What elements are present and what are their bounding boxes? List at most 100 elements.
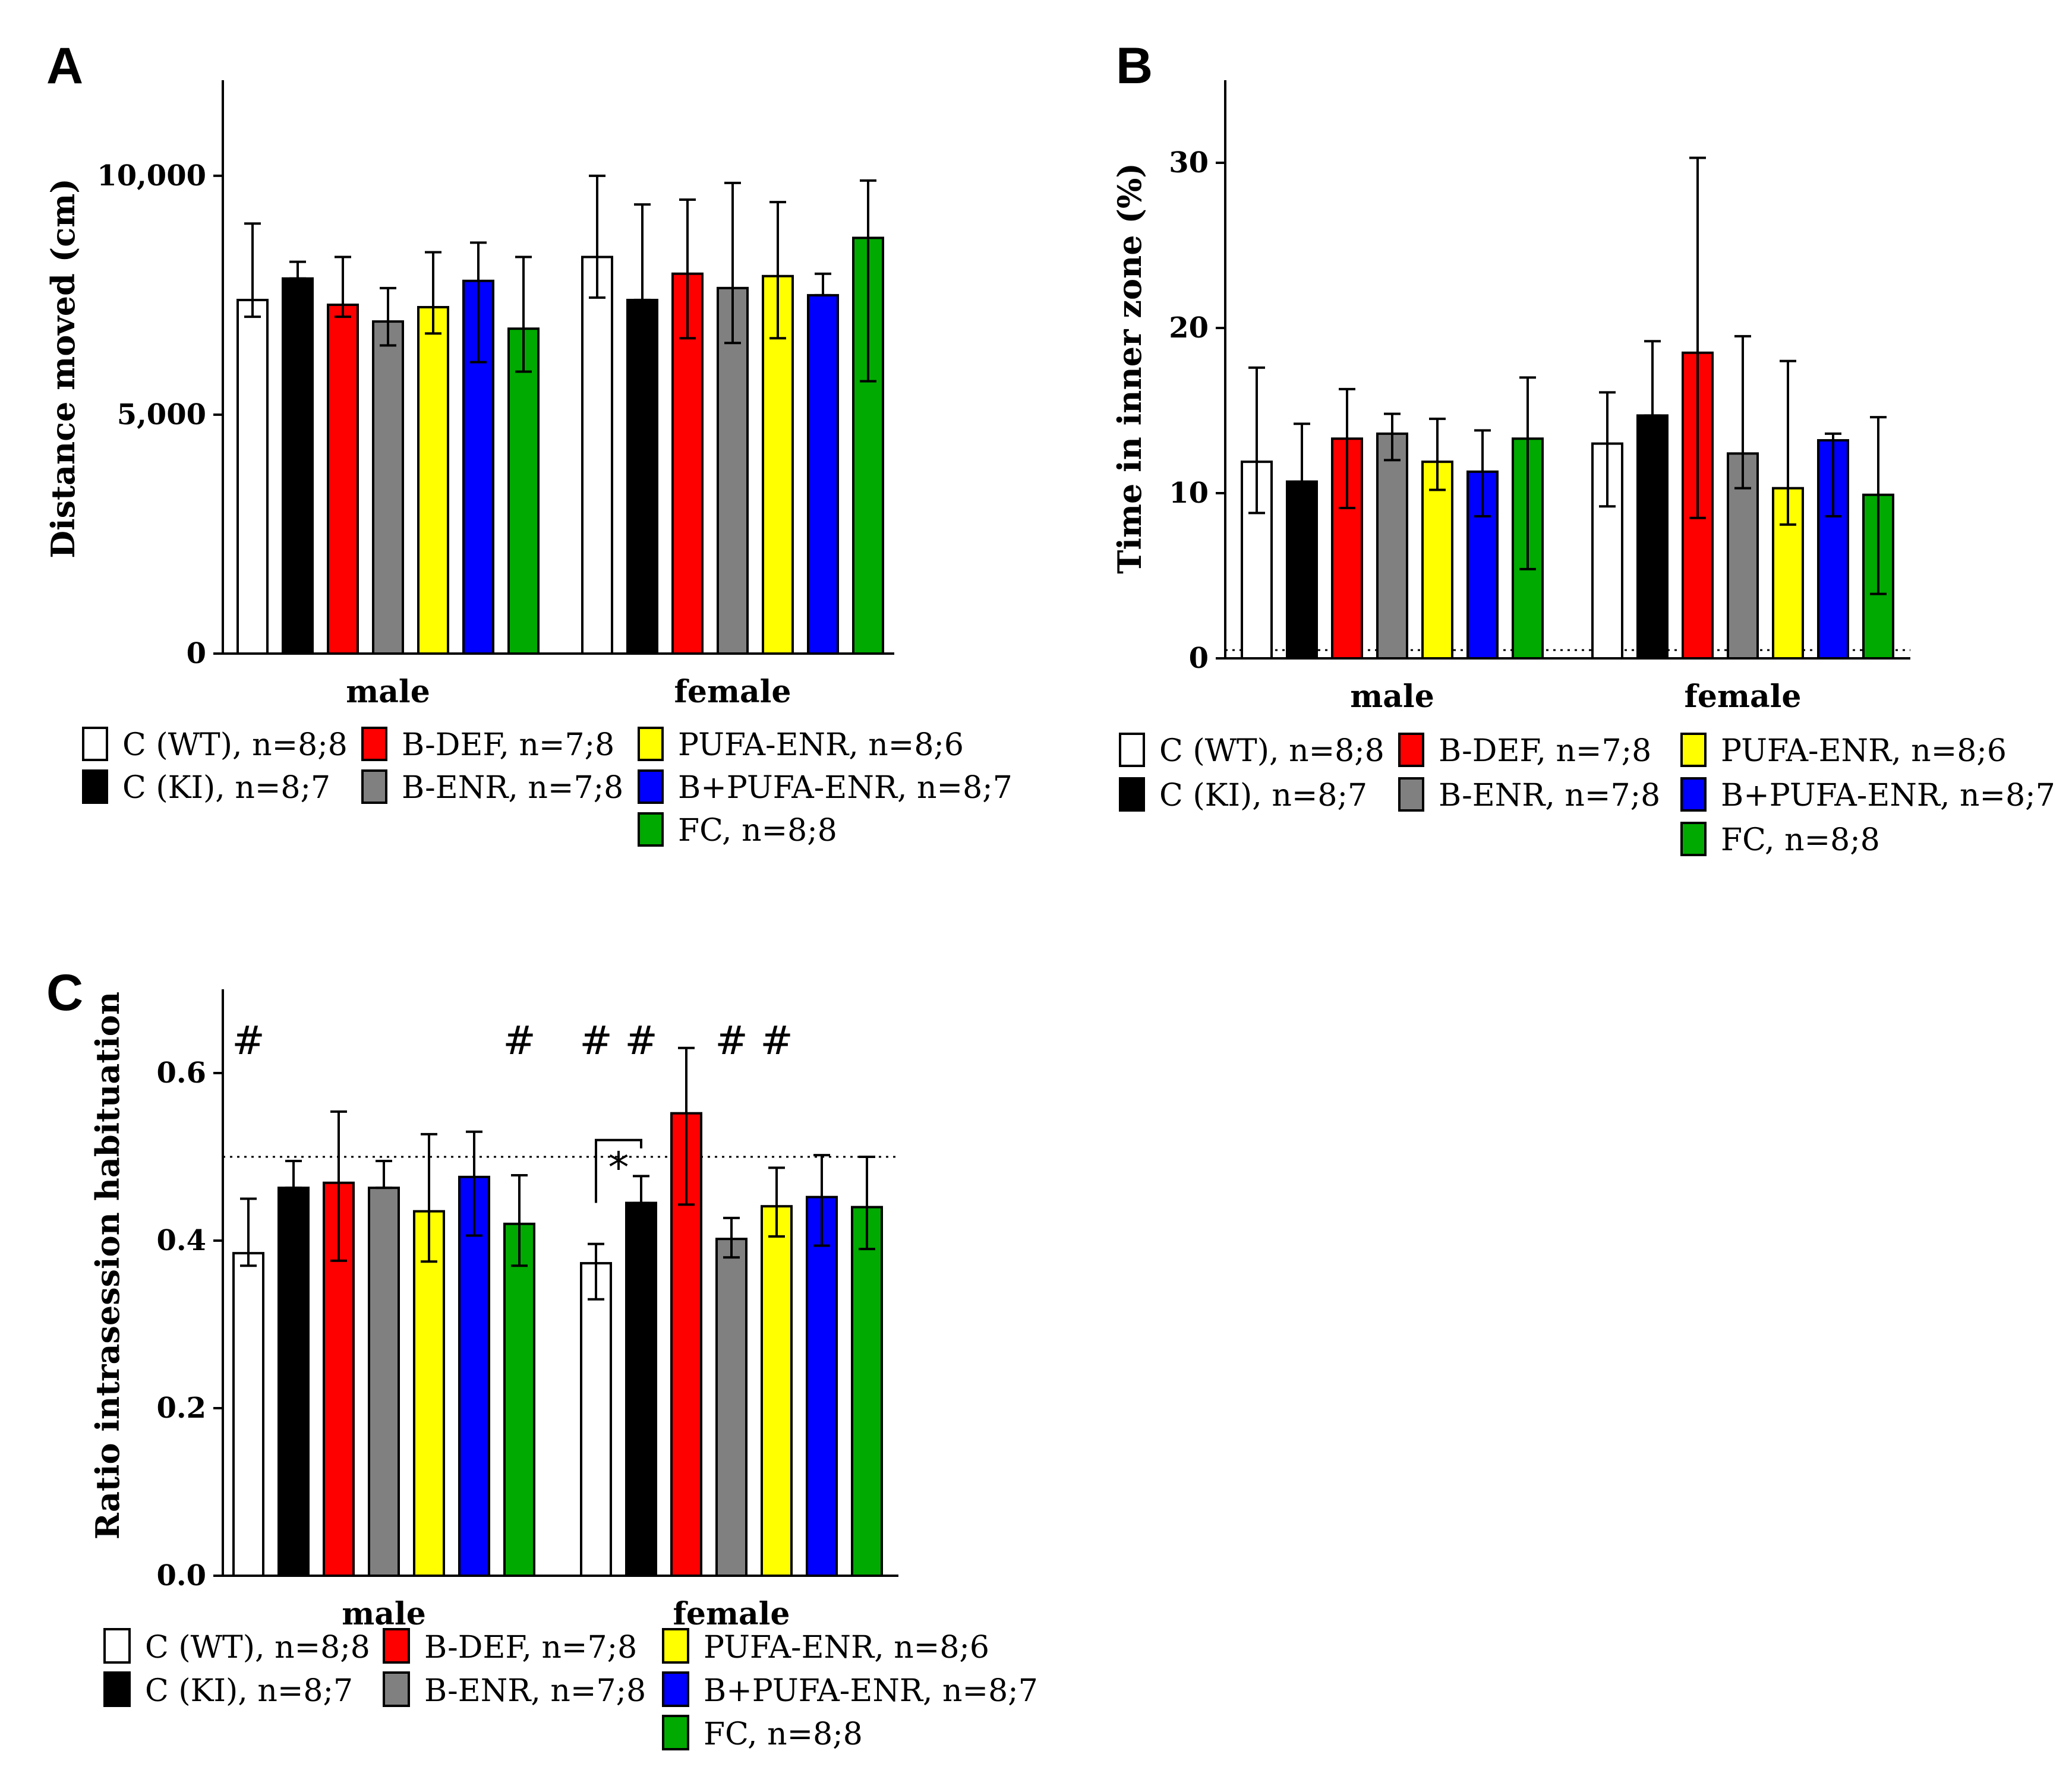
panel-a: A Distance moved (cm) 0 5,000 10,000 male fe… <box>44 37 1013 848</box>
group-label: male <box>1350 679 1434 715</box>
legend-label: B-ENR, n=7;8 <box>402 770 623 806</box>
bar <box>282 277 314 655</box>
bar <box>806 1195 838 1578</box>
legend-swatch <box>662 1715 689 1750</box>
bar <box>626 298 658 655</box>
bar <box>277 1187 310 1578</box>
hash-mark: # <box>715 1018 748 1064</box>
y-tick-label: 20 <box>1169 311 1209 345</box>
legend-label: C (WT), n=8;8 <box>1159 733 1384 769</box>
group-label: female <box>674 674 791 710</box>
panel-a-letter: A <box>46 37 83 94</box>
y-tick-label: 0.0 <box>156 1559 206 1592</box>
bar <box>581 255 613 655</box>
legend-swatch <box>383 1628 410 1664</box>
group-label: male <box>342 1596 426 1632</box>
legend-swatch <box>82 727 108 761</box>
bar <box>715 1238 748 1577</box>
significance-star: * <box>608 1143 629 1192</box>
y-tick-label: 5,000 <box>117 398 206 431</box>
legend-label: B+PUFA-ENR, n=8;7 <box>704 1673 1038 1709</box>
panel-c-legend: C (WT), n=8;8 C (KI), n=8;7 B-DEF, n=7;8 B-… <box>103 1628 1038 1752</box>
hash-mark: # <box>760 1018 793 1064</box>
panel-b-y-axis-label: Time in inner zone (%) <box>1111 163 1149 574</box>
legend-swatch <box>1398 777 1424 812</box>
bar <box>761 1205 793 1577</box>
bar <box>1636 414 1669 660</box>
bar <box>851 1206 883 1577</box>
panel-a-plot: 0 5,000 10,000 male female <box>97 80 894 710</box>
legend-swatch <box>638 769 664 804</box>
y-tick-label: 10,000 <box>97 159 206 193</box>
significance-bracket <box>595 1138 642 1203</box>
y-tick-label: 0 <box>1189 642 1209 675</box>
legend-label: PUFA-ENR, n=8;6 <box>1721 733 2007 769</box>
y-tick-label: 10 <box>1169 477 1209 510</box>
bar <box>1421 460 1453 660</box>
panel-a-y-axis-label: Distance moved (cm) <box>44 178 82 559</box>
bar <box>671 272 704 655</box>
legend-label: B+PUFA-ENR, n=8;7 <box>678 770 1013 806</box>
legend-swatch <box>662 1671 689 1707</box>
panel-a-legend: C (WT), n=8;8 C (KI), n=8;7 B-DEF, n=7;8 B-… <box>82 727 1013 848</box>
legend-label: C (KI), n=8;7 <box>1159 778 1367 813</box>
bar <box>368 1187 400 1578</box>
bar <box>413 1210 445 1577</box>
hash-mark: # <box>579 1018 612 1064</box>
legend-label: B-ENR, n=7;8 <box>424 1673 646 1709</box>
y-tick-label: 0 <box>187 637 206 670</box>
bar <box>807 294 839 655</box>
bar <box>1286 480 1318 660</box>
legend-swatch <box>1680 733 1707 767</box>
bar <box>236 298 269 655</box>
group-label: male <box>346 674 430 710</box>
bar <box>507 327 540 655</box>
panel-c: C Ratio intrasession habituation 0.0 0.2 0… <box>46 964 1038 1752</box>
bar <box>327 303 359 655</box>
y-tick-label: 0.2 <box>156 1392 206 1425</box>
hash-mark: # <box>232 1018 264 1064</box>
legend-label: C (KI), n=8;7 <box>122 770 330 806</box>
legend-label: FC, n=8;8 <box>704 1717 863 1752</box>
bar <box>717 286 749 655</box>
legend-swatch <box>103 1671 131 1707</box>
legend-label: B-DEF, n=7;8 <box>424 1630 637 1665</box>
legend-swatch <box>638 727 664 761</box>
legend-label: PUFA-ENR, n=8;6 <box>704 1630 989 1665</box>
legend-label: B-DEF, n=7;8 <box>402 727 614 763</box>
legend-label: C (WT), n=8;8 <box>122 727 348 763</box>
legend-swatch <box>1680 822 1707 856</box>
legend-swatch <box>82 769 108 804</box>
legend-swatch <box>1398 733 1424 767</box>
bar <box>625 1201 657 1578</box>
bar <box>1466 470 1499 660</box>
bar <box>1817 439 1849 660</box>
panel-b-plot: 0 10 20 30 male female <box>1169 80 1910 715</box>
legend-label: FC, n=8;8 <box>678 813 837 848</box>
y-tick-label: 30 <box>1169 146 1209 179</box>
panel-c-plot: 0.0 0.2 0.4 0.6 male female # # # # # # * <box>156 989 898 1632</box>
legend-swatch <box>1680 777 1707 812</box>
hash-mark: # <box>503 1018 535 1064</box>
legend-swatch <box>638 812 664 847</box>
bar <box>417 305 449 655</box>
bar <box>580 1262 612 1578</box>
legend-swatch <box>361 727 387 761</box>
legend-label: B-ENR, n=7;8 <box>1439 778 1660 813</box>
bar <box>1376 432 1408 660</box>
legend-label: FC, n=8;8 <box>1721 822 1880 858</box>
bar <box>503 1222 535 1578</box>
legend-swatch <box>383 1671 410 1707</box>
panel-c-letter: C <box>46 964 83 1021</box>
legend-swatch <box>662 1628 689 1664</box>
legend-label: B-DEF, n=7;8 <box>1439 733 1651 769</box>
bar <box>458 1175 490 1577</box>
group-label: female <box>673 1596 790 1632</box>
legend-swatch <box>361 769 387 804</box>
panel-b-legend: C (WT), n=8;8 C (KI), n=8;7 B-DEF, n=7;8 B-… <box>1119 733 2055 858</box>
y-tick-label: 0.6 <box>156 1056 206 1090</box>
legend-label: C (WT), n=8;8 <box>145 1630 370 1665</box>
panel-c-y-axis-label: Ratio intrasession habituation <box>89 992 127 1539</box>
legend-label: C (KI), n=8;7 <box>145 1673 353 1709</box>
